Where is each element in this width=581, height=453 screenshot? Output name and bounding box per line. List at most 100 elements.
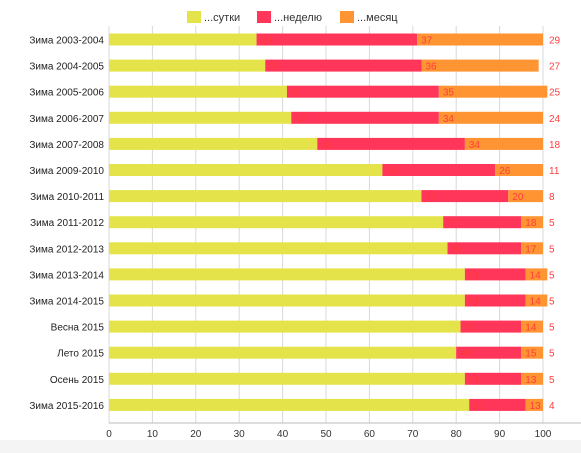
data-label: 4: [549, 401, 555, 412]
legend-swatch: [187, 11, 201, 23]
data-label: 81: [465, 323, 477, 334]
bar-segment: [256, 33, 418, 46]
x-tick-label: 10: [147, 429, 159, 440]
bar-segment: [109, 85, 287, 98]
data-label: 36: [269, 62, 281, 73]
bar-segment: [438, 85, 548, 98]
category-label: Зима 2014-2015: [29, 297, 104, 308]
bar-segment: [291, 111, 439, 124]
data-label: 5: [549, 375, 555, 386]
bar-segment: [508, 190, 543, 203]
bar-segment: [421, 59, 539, 72]
x-tick-label: 60: [364, 429, 376, 440]
bar-segment: [443, 216, 522, 229]
data-label: 26: [499, 166, 511, 177]
x-tick-label: 0: [106, 429, 112, 440]
data-label: 5: [549, 349, 555, 360]
data-label: 14: [530, 297, 542, 308]
legend-label: ...неделю: [274, 12, 322, 24]
bar-segment: [421, 190, 509, 203]
category-label: Зима 2012-2013: [29, 244, 104, 255]
bar-segment: [109, 242, 448, 255]
bar-segment: [109, 33, 257, 46]
bar-segment: [525, 398, 543, 411]
bar-segment: [464, 372, 522, 385]
x-tick-label: 90: [494, 429, 506, 440]
bar-segment: [109, 268, 465, 281]
data-label: 27: [549, 62, 561, 73]
category-label: Весна 2015: [51, 323, 105, 334]
bar-segment: [286, 85, 439, 98]
data-label: 42: [295, 114, 307, 125]
x-tick-label: 20: [190, 429, 202, 440]
bar-segment: [521, 216, 543, 229]
bar-segment: [109, 111, 292, 124]
x-tick-label: 30: [234, 429, 246, 440]
data-label: 18: [525, 218, 537, 229]
x-tick-label: 40: [277, 429, 289, 440]
bar-segment: [109, 320, 461, 333]
bar-segment: [438, 111, 543, 124]
data-label: 82: [469, 375, 481, 386]
data-label: 5: [549, 270, 555, 281]
bar-segment: [317, 137, 465, 150]
bar-segment: [265, 59, 422, 72]
data-label: 13: [530, 401, 542, 412]
bar-segment: [109, 137, 318, 150]
legend-swatch: [340, 11, 354, 23]
data-label: 17: [525, 244, 537, 255]
data-label: 15: [525, 349, 537, 360]
category-label: Зима 2013-2014: [29, 270, 104, 281]
data-label: 63: [386, 166, 398, 177]
data-label: 5: [549, 323, 555, 334]
category-label: Зима 2003-2004: [29, 36, 104, 47]
bar-segment: [464, 294, 526, 307]
data-label: 35: [443, 88, 455, 99]
data-label: 29: [549, 36, 561, 47]
data-label: 37: [421, 36, 433, 47]
data-label: 34: [469, 140, 481, 151]
data-label: 20: [512, 192, 524, 203]
category-label: Зима 2010-2011: [30, 192, 104, 203]
bar-segment: [464, 268, 526, 281]
bar-segment: [109, 216, 444, 229]
category-label: Зима 2015-2016: [29, 401, 104, 412]
data-label: 8: [549, 192, 555, 203]
bar-segment: [469, 398, 526, 411]
data-label: 25: [549, 88, 561, 99]
data-label: 14: [525, 323, 537, 334]
category-label: Зима 2009-2010: [29, 166, 104, 177]
data-label: 72: [425, 192, 437, 203]
x-tick-label: 100: [535, 429, 552, 440]
category-label: Осень 2015: [50, 375, 105, 386]
bar-segment: [460, 320, 522, 333]
data-label: 13: [525, 375, 537, 386]
bar-segment: [109, 59, 266, 72]
bar-segment: [417, 33, 543, 46]
data-label: 82: [469, 297, 481, 308]
data-label: 77: [447, 218, 459, 229]
bar-segment: [456, 346, 522, 359]
data-label: 5: [549, 297, 555, 308]
data-label: 83: [473, 401, 485, 412]
x-tick-label: 80: [451, 429, 463, 440]
data-label: 18: [549, 140, 561, 151]
data-label: 80: [460, 349, 472, 360]
data-label: 34: [443, 114, 455, 125]
bar-segment: [521, 372, 543, 385]
category-label: Зима 2007-2008: [29, 140, 104, 151]
data-label: 5: [549, 218, 555, 229]
legend-swatch: [257, 11, 271, 23]
bar-segment: [109, 346, 457, 359]
bar-segment: [109, 294, 465, 307]
legend-label: ...месяц: [357, 12, 398, 24]
category-label: Зима 2006-2007: [29, 114, 104, 125]
bottom-strip: [0, 440, 581, 453]
x-tick-label: 50: [320, 429, 332, 440]
data-label: 78: [452, 244, 464, 255]
bar-segment: [521, 242, 543, 255]
bar-segment: [109, 190, 422, 203]
data-label: 48: [321, 140, 333, 151]
bar-segment: [521, 346, 543, 359]
